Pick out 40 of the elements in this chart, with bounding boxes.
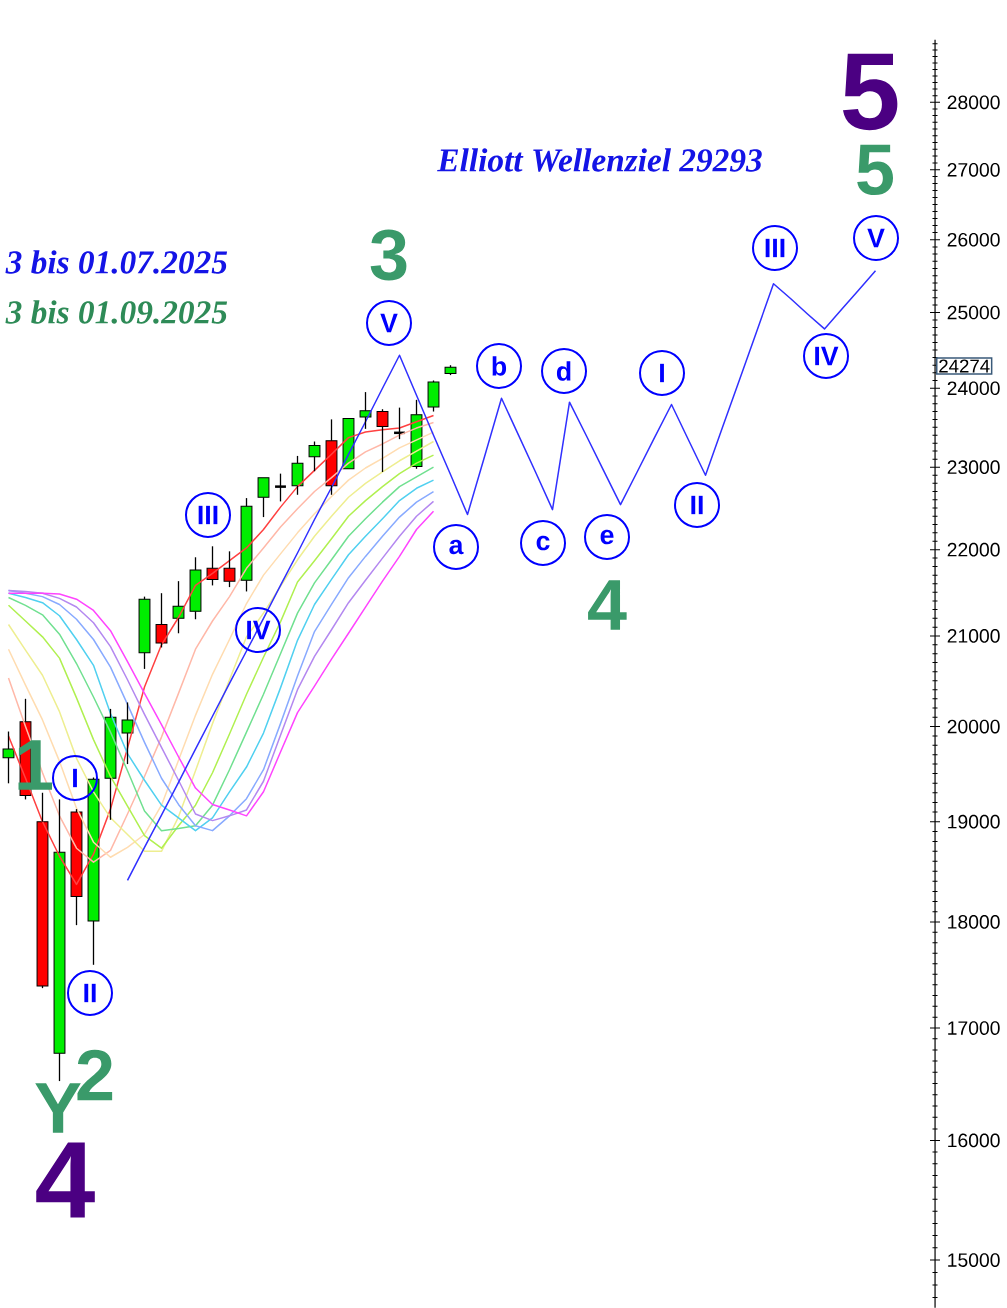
- text: 24274: [939, 359, 990, 373]
- annotation: d: [556, 361, 571, 381]
- y-tick-label: 20000: [947, 719, 1000, 734]
- annotation: II: [691, 495, 703, 515]
- annotation: Elliott Wellenziel 29293: [437, 148, 762, 172]
- annotation: IV: [815, 346, 839, 366]
- y-tick-label: 27000: [947, 162, 1000, 177]
- annotation: 3 bis 01.07.2025: [5, 250, 228, 274]
- annotation: I: [73, 768, 77, 788]
- y-tick-label: 16000: [948, 1133, 1000, 1148]
- annotation: 3: [370, 229, 407, 281]
- candlestick: [257, 477, 270, 518]
- candlestick: [53, 798, 66, 1082]
- y-tick-label: 15000: [948, 1253, 1000, 1267]
- annotation: a: [449, 539, 464, 555]
- annotation: V: [867, 228, 885, 248]
- annotation: e: [600, 529, 614, 545]
- y-tick-label: 22000: [947, 542, 1000, 557]
- y-tick-label: 18000: [948, 915, 1000, 929]
- annotation: c: [536, 535, 550, 551]
- y-tick-label: 23000: [947, 460, 1000, 475]
- y-tick-label: 17000: [948, 1021, 1000, 1035]
- annotation: II: [84, 983, 96, 1003]
- annotation: 5: [842, 53, 898, 131]
- annotation: 5: [857, 144, 894, 196]
- annotation: III: [765, 238, 785, 258]
- annotation: b: [492, 356, 507, 376]
- annotation: III: [198, 505, 218, 525]
- y-tick-label: 25000: [947, 305, 1000, 320]
- candlestick: [376, 408, 389, 473]
- y-tick-label: 21000: [947, 629, 1000, 643]
- annotation: I: [660, 363, 664, 383]
- annotation: V: [380, 313, 398, 333]
- y-tick-label: 19000: [948, 814, 1000, 829]
- annotation: 4: [588, 580, 627, 630]
- annotation: 3 bis 01.09.2025: [5, 300, 228, 324]
- annotation: 4: [36, 1142, 95, 1218]
- y-tick-label: 24000: [947, 381, 1000, 396]
- y-tick-label: 26000: [947, 232, 1000, 247]
- y-tick-label: 28000: [947, 95, 1000, 110]
